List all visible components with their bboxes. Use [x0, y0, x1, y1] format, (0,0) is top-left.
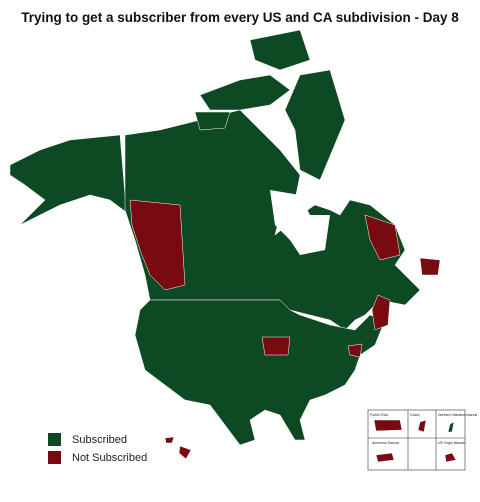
- hawaii: [164, 436, 175, 444]
- map: [9, 29, 441, 460]
- legend-label: Not Subscribed: [72, 452, 147, 464]
- legend-swatch: [48, 433, 61, 446]
- northern-mariana: [447, 421, 455, 433]
- hudson-bay: [270, 190, 330, 255]
- title: Trying to get a subscriber from every US…: [21, 10, 459, 25]
- inset-label: Northern Mariana Islands: [438, 413, 478, 417]
- puerto-rico: [373, 419, 403, 432]
- legend-label: Subscribed: [72, 434, 127, 446]
- arctic-island: [194, 111, 231, 131]
- newfoundland: [419, 257, 441, 276]
- american-samoa: [375, 452, 395, 463]
- inset-label: Guam: [410, 413, 420, 417]
- british-columbia: [129, 199, 186, 291]
- inset-label: Puerto Rico: [370, 413, 388, 417]
- labrador: [364, 214, 401, 261]
- arctic-island: [249, 29, 311, 71]
- hawaii: [178, 445, 192, 460]
- legend: Subscribed Not Subscribed: [48, 433, 147, 464]
- guam: [417, 419, 427, 433]
- inset-label: US Virgin Islands: [438, 441, 465, 445]
- maine: [371, 294, 391, 331]
- iowa: [261, 336, 291, 356]
- us-virgin-islands: [444, 452, 457, 463]
- insets: Puerto Rico Guam Northern Mariana Island…: [367, 409, 478, 471]
- legend-swatch: [48, 451, 61, 464]
- united-states: [134, 299, 386, 446]
- inset-label: American Samoa: [372, 441, 399, 445]
- alaska: [9, 134, 136, 226]
- arctic-island: [199, 74, 291, 111]
- maryland: [347, 343, 363, 358]
- baffin-island: [284, 69, 346, 181]
